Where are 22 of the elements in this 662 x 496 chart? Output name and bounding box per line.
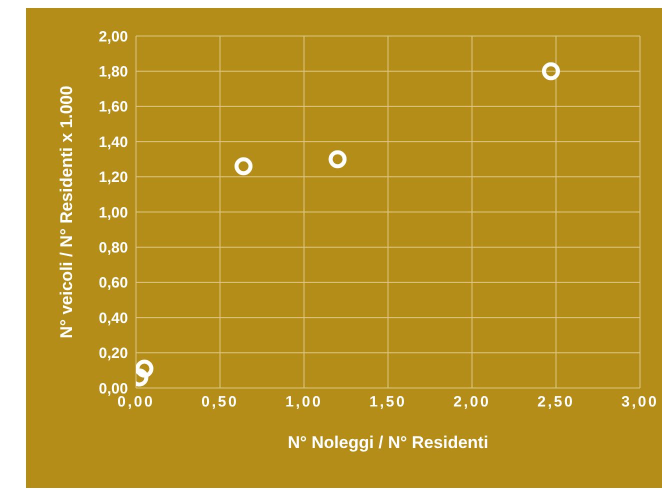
- y-tick-label: 1,60: [98, 98, 128, 116]
- x-tick-label: 1,00: [285, 394, 323, 411]
- y-tick-label: 0,60: [98, 274, 128, 292]
- y-axis-title: N° veicoli / N° Residenti x 1.000: [57, 86, 76, 338]
- y-tick-label: 1,80: [98, 64, 128, 81]
- x-tick-label: 0,50: [201, 394, 239, 411]
- y-tick-label: 0,20: [98, 345, 128, 362]
- y-tick-label: 1,20: [98, 169, 128, 186]
- x-axis-title: N° Noleggi / N° Residenti: [288, 433, 488, 452]
- point: [234, 157, 253, 176]
- point: [542, 62, 560, 80]
- y-tick-label: 0,80: [98, 240, 128, 257]
- point: [136, 360, 154, 378]
- x-tick-label: 3,00: [621, 394, 659, 411]
- y-tick-label: 1,40: [98, 134, 128, 151]
- y-tick-label: 0,40: [98, 310, 128, 327]
- x-tick-label: 1,50: [369, 394, 407, 411]
- y-tick-label: 1,00: [98, 204, 128, 222]
- point: [328, 150, 347, 168]
- x-tick-label: 2,50: [537, 394, 575, 411]
- y-tick-label: 2,00: [98, 28, 128, 46]
- x-tick-label: 2,00: [453, 394, 491, 411]
